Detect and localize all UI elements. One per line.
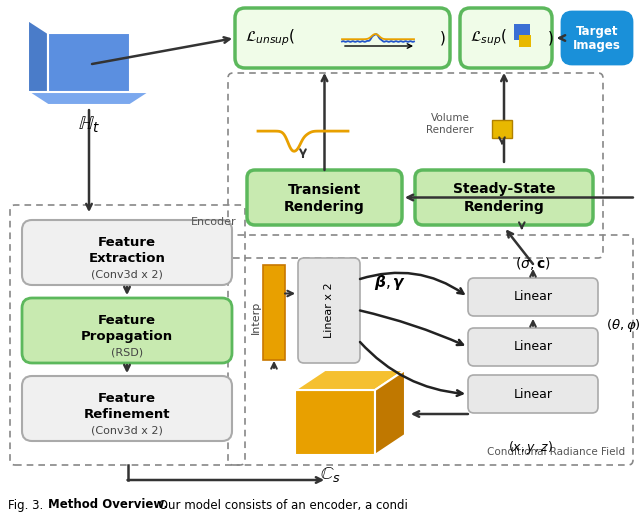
Text: Feature: Feature bbox=[98, 314, 156, 327]
Polygon shape bbox=[295, 390, 375, 455]
Text: Renderer: Renderer bbox=[426, 125, 474, 135]
Text: Linear: Linear bbox=[513, 291, 552, 303]
Text: $\mathcal{L}_{sup}($: $\mathcal{L}_{sup}($ bbox=[470, 28, 507, 49]
Polygon shape bbox=[28, 92, 150, 105]
FancyBboxPatch shape bbox=[460, 8, 552, 68]
Text: Encoder: Encoder bbox=[191, 217, 237, 227]
FancyBboxPatch shape bbox=[247, 170, 402, 225]
Bar bbox=[519, 35, 531, 47]
Text: $\mathcal{L}_{unsup}($: $\mathcal{L}_{unsup}($ bbox=[245, 28, 296, 49]
Text: ): ) bbox=[440, 30, 446, 45]
FancyBboxPatch shape bbox=[468, 375, 598, 413]
Bar bbox=[492, 120, 512, 138]
Text: Rendering: Rendering bbox=[284, 200, 365, 214]
FancyBboxPatch shape bbox=[562, 12, 632, 64]
Text: Fig. 3.: Fig. 3. bbox=[8, 498, 51, 511]
Bar bbox=[514, 24, 530, 40]
Polygon shape bbox=[295, 370, 405, 390]
Bar bbox=[263, 265, 285, 360]
Text: Refinement: Refinement bbox=[84, 408, 170, 421]
Polygon shape bbox=[28, 20, 48, 105]
Polygon shape bbox=[375, 370, 405, 455]
Polygon shape bbox=[48, 33, 130, 105]
Text: Target: Target bbox=[576, 24, 618, 38]
FancyBboxPatch shape bbox=[468, 328, 598, 366]
FancyBboxPatch shape bbox=[298, 258, 360, 363]
Text: Rendering: Rendering bbox=[463, 200, 545, 214]
Text: $\boldsymbol{\beta}, \boldsymbol{\gamma}$: $\boldsymbol{\beta}, \boldsymbol{\gamma}… bbox=[374, 273, 406, 293]
Text: $\mathbb{C}_s$: $\mathbb{C}_s$ bbox=[319, 465, 340, 485]
FancyBboxPatch shape bbox=[415, 170, 593, 225]
Text: Images: Images bbox=[573, 40, 621, 53]
Text: $\mathbb{H}_t$: $\mathbb{H}_t$ bbox=[78, 115, 100, 135]
Text: Linear: Linear bbox=[513, 388, 552, 400]
Text: Linear x 2: Linear x 2 bbox=[324, 283, 334, 338]
Text: Our model consists of an encoder, a condi: Our model consists of an encoder, a cond… bbox=[155, 498, 408, 511]
Text: ): ) bbox=[548, 30, 554, 45]
Text: Extraction: Extraction bbox=[88, 252, 165, 265]
Text: Transient: Transient bbox=[288, 183, 361, 197]
Text: Conditional Radiance Field: Conditional Radiance Field bbox=[487, 447, 625, 457]
FancyBboxPatch shape bbox=[22, 376, 232, 441]
Text: Volume: Volume bbox=[431, 113, 469, 123]
Text: $(\theta, \varphi)$: $(\theta, \varphi)$ bbox=[606, 317, 640, 334]
Text: Propagation: Propagation bbox=[81, 330, 173, 343]
FancyBboxPatch shape bbox=[468, 278, 598, 316]
FancyBboxPatch shape bbox=[22, 298, 232, 363]
Text: Interp: Interp bbox=[251, 301, 261, 334]
Text: Feature: Feature bbox=[98, 236, 156, 249]
Text: Feature: Feature bbox=[98, 392, 156, 405]
Text: (Conv3d x 2): (Conv3d x 2) bbox=[91, 269, 163, 280]
FancyBboxPatch shape bbox=[235, 8, 450, 68]
Text: $(\sigma, \mathbf{c})$: $(\sigma, \mathbf{c})$ bbox=[515, 255, 551, 272]
Text: (RSD): (RSD) bbox=[111, 347, 143, 358]
Text: Method Overview.: Method Overview. bbox=[48, 498, 168, 511]
Text: (Conv3d x 2): (Conv3d x 2) bbox=[91, 426, 163, 436]
Text: Steady-State: Steady-State bbox=[452, 183, 556, 197]
Text: $(x, y, z)$: $(x, y, z)$ bbox=[508, 439, 552, 456]
FancyBboxPatch shape bbox=[22, 220, 232, 285]
Text: Linear: Linear bbox=[513, 341, 552, 353]
